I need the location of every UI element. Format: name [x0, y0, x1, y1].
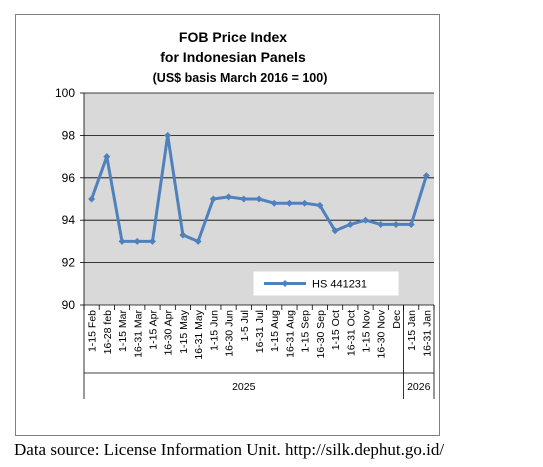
x-tick-label: 1-15 Feb — [87, 310, 99, 352]
y-tick-label: 94 — [62, 213, 76, 227]
chart-title-line-2: for Indonesian Panels — [160, 49, 306, 65]
x-tick-label: 16-30 Sep — [315, 310, 327, 359]
x-tick-label: 16-30 Jun — [224, 310, 236, 357]
x-tick-label: 1-15 Nov — [361, 309, 373, 352]
x-tick-label: 1-15 Apr — [147, 310, 159, 350]
data-point — [270, 199, 278, 207]
data-point — [88, 195, 96, 203]
data-point — [301, 199, 309, 207]
data-point — [240, 195, 248, 203]
data-point — [118, 237, 126, 245]
year-label: 2025 — [232, 381, 256, 393]
data-point — [148, 237, 156, 245]
x-tick-label: 1-15 Sep — [300, 310, 312, 353]
data-point — [255, 195, 263, 203]
y-tick-label: 90 — [62, 298, 76, 312]
x-tick-label: Dec — [391, 310, 403, 329]
x-tick-label: 16-31 Mar — [132, 310, 144, 358]
x-tick-label: 1-15 Jan — [406, 310, 418, 351]
x-tick-label: 16-30 Apr — [163, 310, 175, 356]
legend-box — [253, 271, 399, 296]
chart-title-line-1: FOB Price Index — [179, 29, 287, 45]
x-tick-label: 1-15 Aug — [269, 310, 281, 352]
x-tick-label: 16-31 Oct — [345, 310, 357, 356]
chart-title-line-3: (US$ basis March 2016 = 100) — [153, 71, 328, 85]
data-point — [362, 216, 370, 224]
data-point — [103, 153, 111, 161]
data-point — [392, 220, 400, 228]
y-tick-label: 98 — [62, 128, 76, 142]
data-point — [377, 220, 385, 228]
y-tick-label: 96 — [62, 171, 76, 185]
data-point — [331, 227, 339, 235]
data-point — [194, 237, 202, 245]
x-tick-label: 16-31 Aug — [284, 310, 296, 358]
data-point — [133, 237, 141, 245]
data-point — [316, 201, 324, 209]
x-tick-label: 1-15 Oct — [330, 310, 342, 350]
x-tick-label: 16-31 Jan — [421, 310, 433, 357]
data-point — [209, 195, 217, 203]
data-point — [285, 199, 293, 207]
x-tick-label: 16-30 Nov — [376, 309, 388, 358]
data-point — [179, 231, 187, 239]
x-tick-label: 1-15 Jun — [208, 310, 220, 351]
x-tick-label: 1-15 Mar — [117, 309, 129, 352]
data-point — [164, 131, 172, 139]
x-tick-label: 1-15 May — [178, 309, 190, 354]
data-point — [225, 193, 233, 201]
y-tick-label: 92 — [62, 256, 76, 270]
x-tick-label: 16-31 Jul — [254, 310, 266, 353]
data-point — [422, 172, 430, 180]
legend-label: HS 441231 — [312, 279, 367, 291]
data-point — [346, 220, 354, 228]
data-source-caption: Data source: License Information Unit. h… — [14, 440, 445, 459]
x-tick-label: 16-28 feb — [102, 310, 114, 355]
y-tick-label: 100 — [55, 86, 75, 100]
legend-marker — [281, 280, 289, 287]
x-tick-label: 1-5 Jul — [239, 310, 251, 342]
x-tick-label: 16-31 May — [193, 309, 205, 359]
data-point — [407, 220, 415, 228]
year-label: 2026 — [407, 381, 431, 393]
